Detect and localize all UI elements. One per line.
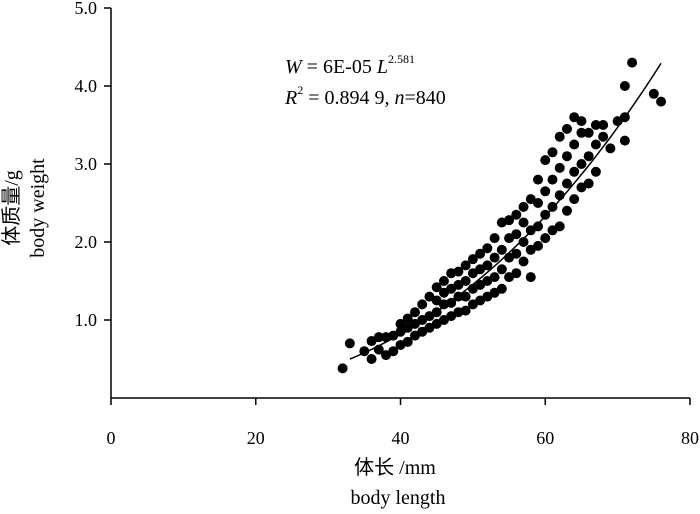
data-point (569, 139, 580, 150)
data-point (475, 248, 486, 259)
data-point (547, 147, 558, 158)
data-point (576, 116, 587, 127)
y-tick-label: 5.0 (75, 0, 98, 18)
data-point (598, 120, 609, 130)
data-point (431, 282, 442, 293)
data-point (583, 127, 594, 138)
data-point (460, 276, 471, 286)
data-point (518, 237, 529, 247)
data-point (460, 260, 471, 271)
y-axis-title-en: body weight (27, 158, 49, 258)
data-point (511, 209, 522, 220)
data-point (482, 260, 493, 271)
x-tick-label: 40 (392, 428, 410, 448)
data-point (590, 120, 601, 130)
data-point (402, 313, 413, 324)
fit-curve (349, 62, 662, 360)
y-tick-label: 1.0 (75, 310, 98, 330)
data-point (648, 88, 659, 99)
x-tick-label: 0 (107, 428, 116, 448)
data-point (569, 194, 580, 205)
data-point (366, 354, 377, 364)
data-point (656, 96, 667, 107)
y-tick-label: 2.0 (75, 232, 98, 252)
data-point (533, 240, 544, 251)
data-point (460, 291, 471, 302)
data-point (540, 186, 551, 197)
data-point (489, 272, 500, 283)
x-tick-label: 80 (681, 428, 699, 448)
data-point (561, 205, 572, 216)
data-point (496, 244, 507, 255)
data-point (438, 276, 449, 286)
data-point (511, 268, 522, 279)
data-point (344, 338, 355, 349)
data-point (533, 198, 544, 208)
equation-line-1: W = 6E-05 L2.581 (285, 52, 415, 78)
data-point (496, 264, 507, 275)
data-point (583, 178, 594, 189)
data-point (518, 256, 529, 267)
data-point (605, 143, 616, 154)
data-point (540, 155, 551, 166)
data-point (409, 307, 420, 318)
y-tick-label: 4.0 (75, 76, 98, 96)
data-point (373, 332, 384, 343)
x-tick-label: 60 (536, 428, 554, 448)
x-axis-title-en: body length (351, 487, 446, 509)
ticks: 0 20 40 60 80 1.0 2.0 3.0 4.0 5.0 (75, 0, 700, 448)
data-point (504, 215, 515, 226)
data-point (561, 178, 572, 189)
x-axis-title-cn: 体长 /mm (354, 456, 436, 479)
data-point (453, 266, 464, 277)
data-point (467, 254, 478, 265)
data-points (337, 57, 667, 374)
data-point (446, 297, 457, 308)
data-point (496, 283, 507, 294)
data-point (569, 166, 580, 177)
data-point (576, 127, 587, 138)
data-point (482, 243, 493, 254)
data-point (533, 221, 544, 232)
data-point (554, 131, 565, 142)
data-point (540, 209, 551, 220)
data-point (388, 346, 399, 357)
data-point (540, 233, 551, 244)
data-point (460, 305, 471, 316)
data-point (561, 151, 572, 162)
data-point (511, 248, 522, 259)
data-point (554, 221, 565, 232)
data-point (518, 217, 529, 228)
data-point (547, 174, 558, 185)
data-point (561, 123, 572, 134)
y-axis-title-cn: 体质量/g (0, 170, 23, 246)
y-tick-label: 3.0 (75, 154, 98, 174)
data-point (402, 336, 413, 347)
data-point (518, 201, 529, 212)
data-point (489, 233, 500, 244)
data-point (533, 174, 544, 185)
x-tick-label: 20 (247, 428, 265, 448)
data-point (576, 159, 587, 169)
data-point (619, 81, 630, 91)
data-point (598, 131, 609, 142)
data-point (525, 272, 536, 283)
data-point (627, 57, 638, 68)
data-point (583, 151, 594, 162)
data-point (554, 162, 565, 173)
data-point (489, 252, 500, 263)
data-point (590, 166, 601, 177)
data-point (417, 299, 428, 310)
data-point (337, 363, 348, 374)
data-point (619, 135, 630, 146)
axes (110, 8, 690, 399)
data-point (590, 139, 601, 150)
data-point (511, 229, 522, 240)
equation-line-2: R2 = 0.894 9, n=840 (284, 83, 446, 109)
